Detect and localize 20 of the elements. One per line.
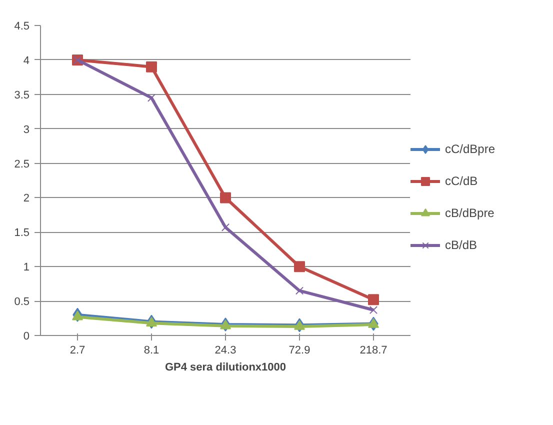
legend-label: cB/dBpre <box>445 206 494 220</box>
y-tick-label: 1 <box>23 262 30 274</box>
y-tick-label: 1.5 <box>14 227 30 240</box>
y-tick-label: 0.5 <box>14 296 30 308</box>
x-tick-label: 72.9 <box>288 344 310 356</box>
y-tick-label: 2.5 <box>14 158 30 170</box>
y-tick-label: 4.5 <box>14 20 30 32</box>
y-tick-label: 4 <box>23 54 30 67</box>
x-tick-label: 218.7 <box>360 344 388 356</box>
y-tick-label: 2 <box>23 192 30 205</box>
x-tick-label: 2.7 <box>70 344 86 356</box>
legend-label: cB/dB <box>445 238 478 252</box>
x-tick-label: 8.1 <box>144 344 160 356</box>
legend-label: cC/dB <box>445 174 478 188</box>
y-tick-label: 3 <box>23 124 30 136</box>
x-axis-title: GP4 sera dilutionx1000 <box>164 362 286 374</box>
y-tick-label: 3.5 <box>14 89 30 102</box>
legend-label: cC/dBpre <box>445 142 496 156</box>
y-tick-label: 0 <box>23 330 30 342</box>
x-tick-label: 24.3 <box>214 344 236 356</box>
